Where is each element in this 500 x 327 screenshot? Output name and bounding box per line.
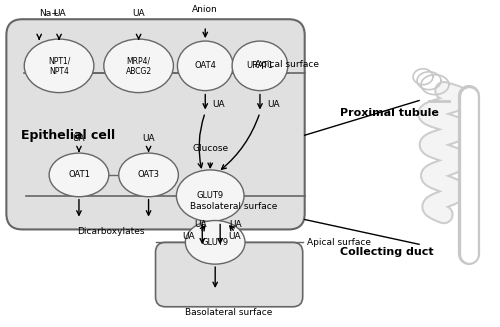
Text: Epithelial cell: Epithelial cell xyxy=(22,129,116,142)
Text: OAT1: OAT1 xyxy=(68,170,90,180)
Text: Apical surface: Apical surface xyxy=(255,60,319,69)
Text: UA: UA xyxy=(142,134,155,143)
Text: UA: UA xyxy=(53,9,66,18)
Ellipse shape xyxy=(178,41,233,91)
Text: Proximal tubule: Proximal tubule xyxy=(340,108,438,118)
Text: Glucose: Glucose xyxy=(192,144,228,153)
Text: Anion: Anion xyxy=(192,5,218,14)
Text: Collecting duct: Collecting duct xyxy=(340,247,433,257)
Text: URAT1: URAT1 xyxy=(246,61,274,70)
Text: UA: UA xyxy=(72,134,86,143)
Text: GLUT9: GLUT9 xyxy=(202,238,229,247)
Text: UA: UA xyxy=(228,232,240,241)
Ellipse shape xyxy=(232,41,288,91)
Ellipse shape xyxy=(104,39,174,93)
FancyBboxPatch shape xyxy=(6,19,304,230)
Text: GLUT9: GLUT9 xyxy=(196,191,224,200)
Ellipse shape xyxy=(24,39,94,93)
Ellipse shape xyxy=(49,153,109,197)
Text: UA: UA xyxy=(212,100,225,109)
Text: Apical surface: Apical surface xyxy=(306,238,370,247)
FancyBboxPatch shape xyxy=(156,242,302,307)
Ellipse shape xyxy=(118,153,178,197)
Text: Na+: Na+ xyxy=(39,9,59,18)
Ellipse shape xyxy=(186,220,245,264)
Text: UA: UA xyxy=(229,220,241,229)
Text: Dicarboxylates: Dicarboxylates xyxy=(77,227,144,236)
Text: OAT3: OAT3 xyxy=(138,170,160,180)
Text: UA: UA xyxy=(267,100,280,109)
Text: OAT4: OAT4 xyxy=(194,61,216,70)
Ellipse shape xyxy=(176,170,244,221)
Text: UA: UA xyxy=(182,232,194,241)
Text: UA: UA xyxy=(132,9,145,18)
Text: MRP4/
ABCG2: MRP4/ ABCG2 xyxy=(126,56,152,76)
Text: Basolateral surface: Basolateral surface xyxy=(186,308,273,317)
Text: Basolateral surface: Basolateral surface xyxy=(190,202,278,211)
Text: UA: UA xyxy=(194,220,206,229)
Text: NPT1/
NPT4: NPT1/ NPT4 xyxy=(48,56,70,76)
